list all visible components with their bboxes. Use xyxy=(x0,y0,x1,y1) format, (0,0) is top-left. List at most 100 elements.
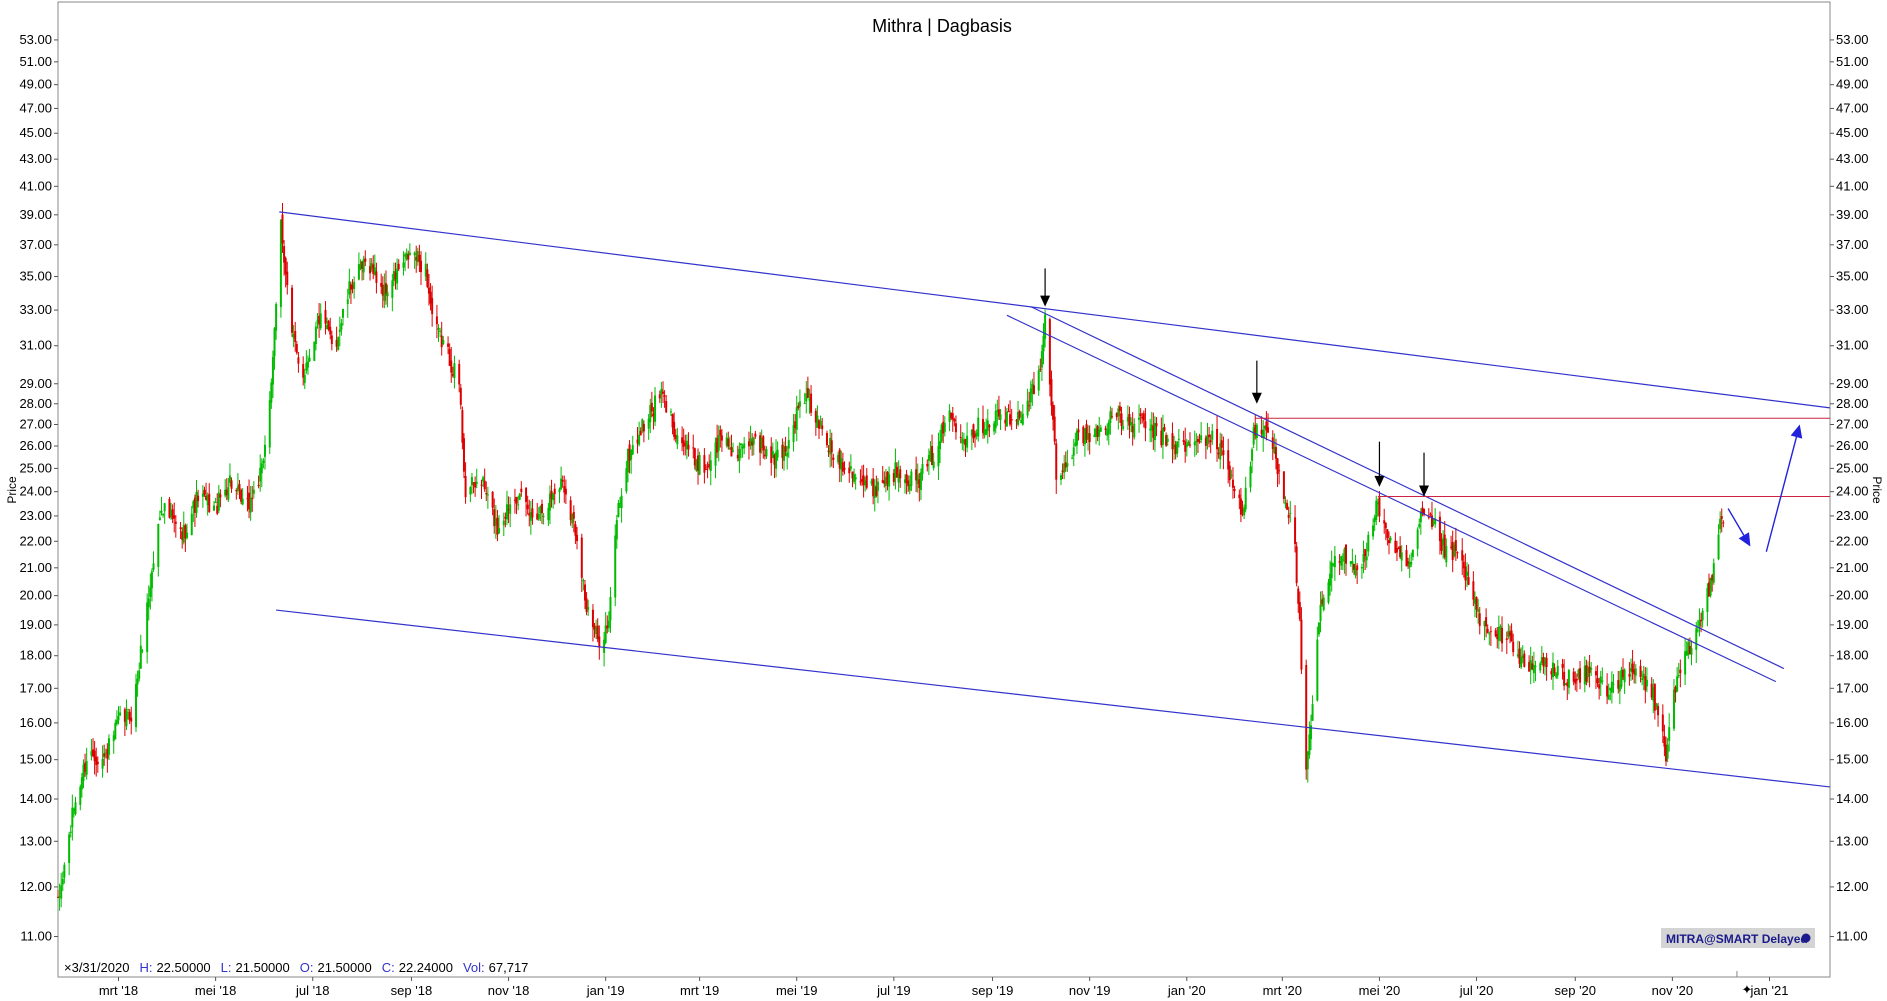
candle-body xyxy=(1405,550,1408,567)
candle-body xyxy=(1700,619,1703,622)
candle-body xyxy=(681,437,684,444)
right-y-tick-label: 35.00 xyxy=(1836,269,1869,284)
info-high: 22.50000 xyxy=(156,960,210,975)
candle-body xyxy=(380,283,383,287)
candle-body xyxy=(259,467,262,482)
candle-body xyxy=(348,281,351,295)
candle-body xyxy=(1298,602,1301,620)
candle-body xyxy=(999,414,1002,421)
x-tick-label: jan '20 xyxy=(1167,983,1206,998)
candle-body xyxy=(1483,621,1486,627)
candle-body xyxy=(937,445,940,467)
right-y-tick-label: 39.00 xyxy=(1836,207,1869,222)
right-y-tick-label: 53.00 xyxy=(1836,32,1869,47)
candle-body xyxy=(313,341,316,361)
candle-body xyxy=(472,482,475,484)
right-y-tick-label: 31.00 xyxy=(1836,338,1869,353)
candle-body xyxy=(571,513,574,524)
candle-body xyxy=(1141,416,1144,419)
candle-body xyxy=(1521,655,1524,659)
x-tick-label: nov '19 xyxy=(1069,983,1111,998)
left-y-tick-label: 24.00 xyxy=(19,484,52,499)
candle-body xyxy=(1294,517,1297,545)
right-y-axis-label: Price xyxy=(1870,476,1884,504)
candle-body xyxy=(663,395,666,397)
candle-body xyxy=(294,330,297,342)
candle-body xyxy=(708,463,711,468)
x-tick-label: sep '18 xyxy=(391,983,433,998)
candle-body xyxy=(560,478,563,490)
candle-body xyxy=(876,481,879,491)
candle-body xyxy=(419,260,422,273)
candle-body xyxy=(1138,417,1141,420)
candle-body xyxy=(1454,540,1457,552)
candle-body xyxy=(281,214,284,244)
candle-body xyxy=(308,357,311,362)
candle-body xyxy=(1386,529,1389,538)
candle-body xyxy=(1478,613,1481,626)
candle-body xyxy=(1130,422,1133,426)
candle-body xyxy=(517,504,520,506)
candle-body xyxy=(1505,638,1508,641)
left-y-tick-label: 29.00 xyxy=(19,376,52,391)
candle-body xyxy=(821,425,824,430)
candle-body xyxy=(1039,368,1042,370)
candle-body xyxy=(841,462,844,472)
candle-body xyxy=(1639,665,1642,678)
candle-body xyxy=(448,349,451,366)
candle-body xyxy=(1708,582,1711,597)
candlestick-series xyxy=(57,202,1725,911)
down-arrow-icon xyxy=(1040,295,1051,307)
candle-body xyxy=(1133,423,1136,438)
candle-body xyxy=(1266,427,1269,433)
left-y-tick-label: 11.00 xyxy=(20,929,52,944)
right-y-tick-label: 20.00 xyxy=(1836,588,1869,603)
candle-body xyxy=(213,505,216,511)
candle-body xyxy=(84,762,87,772)
candle-body xyxy=(515,496,518,504)
down-arrow-icon xyxy=(1419,485,1430,497)
right-y-tick-label: 25.00 xyxy=(1836,460,1869,475)
candle-body xyxy=(1109,411,1112,423)
candle-body xyxy=(502,520,505,526)
candle-body xyxy=(569,500,572,521)
x-tick-label: jan '21 xyxy=(1750,983,1789,998)
candle-body xyxy=(1042,336,1045,352)
candle-body xyxy=(268,400,271,448)
candle-body xyxy=(353,281,356,289)
candle-body xyxy=(892,473,895,482)
candle-body xyxy=(1577,669,1580,677)
candle-body xyxy=(405,253,408,260)
x-tick-label: mrt '20 xyxy=(1263,983,1302,998)
trend-line xyxy=(1006,314,1777,683)
candle-body xyxy=(190,513,193,536)
candle-body xyxy=(260,463,263,474)
candle-body xyxy=(464,476,467,498)
candle-body xyxy=(1360,567,1363,569)
right-y-tick-label: 23.00 xyxy=(1836,508,1869,523)
candle-body xyxy=(1622,669,1625,678)
candle-body xyxy=(1472,581,1475,600)
candle-body xyxy=(447,343,450,347)
candle-body xyxy=(1633,669,1636,675)
candle-body xyxy=(158,517,161,521)
left-y-axis-label: Price xyxy=(5,476,19,504)
candle-body xyxy=(1629,668,1632,672)
candle-body xyxy=(1507,630,1510,637)
left-y-tick-label: 51.00 xyxy=(19,54,52,69)
candle-body xyxy=(303,374,306,384)
candle-body xyxy=(318,315,321,325)
candle-body xyxy=(1071,457,1074,459)
candle-body xyxy=(135,683,138,728)
candle-body xyxy=(1333,556,1336,568)
candle-body xyxy=(1645,679,1648,687)
candle-body xyxy=(974,434,977,437)
candle-body xyxy=(1410,561,1413,565)
candle-body xyxy=(1432,522,1435,524)
candle-body xyxy=(1587,667,1590,678)
candle-body xyxy=(639,430,642,436)
candle-body xyxy=(1653,684,1656,711)
candle-body xyxy=(1095,428,1098,437)
candle-body xyxy=(1550,671,1553,675)
x-tick-label: mrt '18 xyxy=(99,983,138,998)
